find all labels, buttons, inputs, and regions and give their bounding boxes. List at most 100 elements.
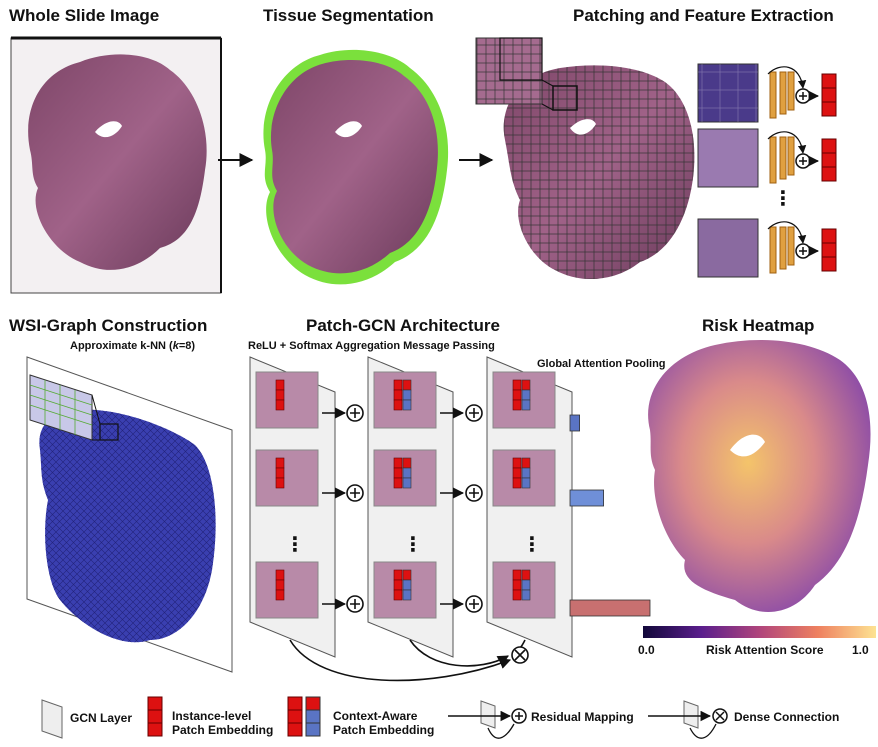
extractor-layer [779,71,787,115]
gcn-embedding-context [402,457,412,469]
gcn-embedding-red [393,589,403,601]
plus-signs [350,408,479,609]
gcn-embedding-context [521,467,531,479]
instance-embedding-cell [821,166,837,182]
legend-instance-embedding: Instance-level Patch Embedding [172,709,274,737]
gcn-embedding-context [402,467,412,479]
gcn-ellipsis-2: ⋮ [403,534,423,556]
extractor-layer [769,71,777,119]
colorbar-min-label: 0.0 [638,643,655,657]
tissue-segmentation [263,49,449,285]
gcn-embedding-context [521,379,531,391]
patched-tissue [475,37,695,280]
title-patch-gcn-architecture: Patch-GCN Architecture [306,316,500,335]
message-passing-subtitle: ReLU + Softmax Aggregation Message Passi… [248,340,495,352]
gcn-embedding-red [275,457,285,469]
instance-embedding-cell [821,242,837,258]
pooling-subtitle: Global Attention Pooling [537,358,666,370]
gcn-embedding-red [275,569,285,581]
gcn-embedding-context [521,457,531,469]
gcn-embedding-red [512,569,522,581]
title-wsi-graph-construction: WSI-Graph Construction [9,316,208,335]
title-whole-slide-image: Whole Slide Image [9,6,160,25]
gcn-embedding-red [393,477,403,489]
legend-context-cell [305,722,321,737]
gcn-embedding-red [275,579,285,591]
legend-residual-mapping: Residual Mapping [531,710,634,724]
feature-plus-sign [799,247,807,255]
gcn-embedding-red [275,467,285,479]
gcn-embedding-red [512,589,522,601]
gcn-ellipsis-1: ⋮ [285,534,305,556]
legend-dense-connection: Dense Connection [734,710,840,724]
colorbar-title: Risk Attention Score [706,643,824,657]
gcn-embedding-context [402,379,412,391]
gcn-embedding-context [521,579,531,591]
legend-context-embedding: Context-Aware Patch Embedding [333,709,435,737]
instance-embedding-cell [821,87,837,103]
gcn-embedding-red [275,379,285,391]
gcn-embedding-red [512,457,522,469]
gcn-embedding-context [402,579,412,591]
legend-gcn-layer: GCN Layer [70,711,133,725]
attention-bar [569,489,604,507]
colorbar-max-label: 1.0 [852,643,869,657]
feature-skip-arrow [767,221,807,244]
gcn-embedding-context [402,389,412,401]
instance-embedding-cell [821,256,837,272]
legend-instance-cell [147,722,163,737]
gcn-embedding-red [512,467,522,479]
legend-context-cell [305,696,321,711]
gcn-embedding-red [393,389,403,401]
extractor-layer [769,136,777,184]
gcn-embedding-red [512,379,522,391]
legend-context-cell [305,709,321,724]
legend-instance-cell [147,709,163,724]
legend-glyphs [41,699,728,739]
gcn-embedding-red [512,579,522,591]
gcn-embedding-red [275,477,285,489]
instance-embedding-cell [821,228,837,244]
wsi-tissue [28,54,207,270]
gcn-embedding-red [393,399,403,411]
feature-skip-arrow [767,66,807,89]
instance-embedding-cell [821,138,837,154]
gcn-embedding-context [402,477,412,489]
gcn-embedding-red [275,389,285,401]
gcn-embedding-context [402,569,412,581]
extractor-layer [787,136,795,176]
attention-bar [569,414,581,432]
extractor-layer [787,71,795,111]
title-tissue-segmentation: Tissue Segmentation [263,6,434,25]
knn-subtitle: Approximate k-NN (k=8) [70,340,196,352]
extractor-layer [779,226,787,270]
gcn-embedding-red [512,389,522,401]
gcn-embedding-red [275,589,285,601]
title-patching-feature-extraction: Patching and Feature Extraction [573,6,834,25]
extractor-layer [769,226,777,274]
gcn-embedding-red [512,477,522,489]
gcn-embedding-red [393,569,403,581]
gcn-embedding-red [512,399,522,411]
legend-context-cell-red [287,709,303,724]
gcn-embedding-context [521,589,531,601]
attention-bar [569,599,651,617]
wsi-graph [26,356,233,673]
gcn-connections [289,407,526,682]
whole-slide-image [10,36,222,294]
title-risk-heatmap: Risk Heatmap [702,316,815,335]
instance-embedding-cell [821,101,837,117]
gcn-ellipsis-3: ⋮ [522,534,542,556]
legend-instance-cell [147,696,163,711]
gcn-embedding-red [275,399,285,411]
feature-plus-sign [799,157,807,165]
gcn-embedding-context [402,589,412,601]
gcn-embedding-context [521,399,531,411]
gcn-embedding-context [521,389,531,401]
feature-extraction [697,63,759,278]
extractor-layer [787,226,795,266]
feature-skip-arrow [767,131,807,154]
dense-circle [511,646,529,664]
gcn-embedding-context [521,477,531,489]
